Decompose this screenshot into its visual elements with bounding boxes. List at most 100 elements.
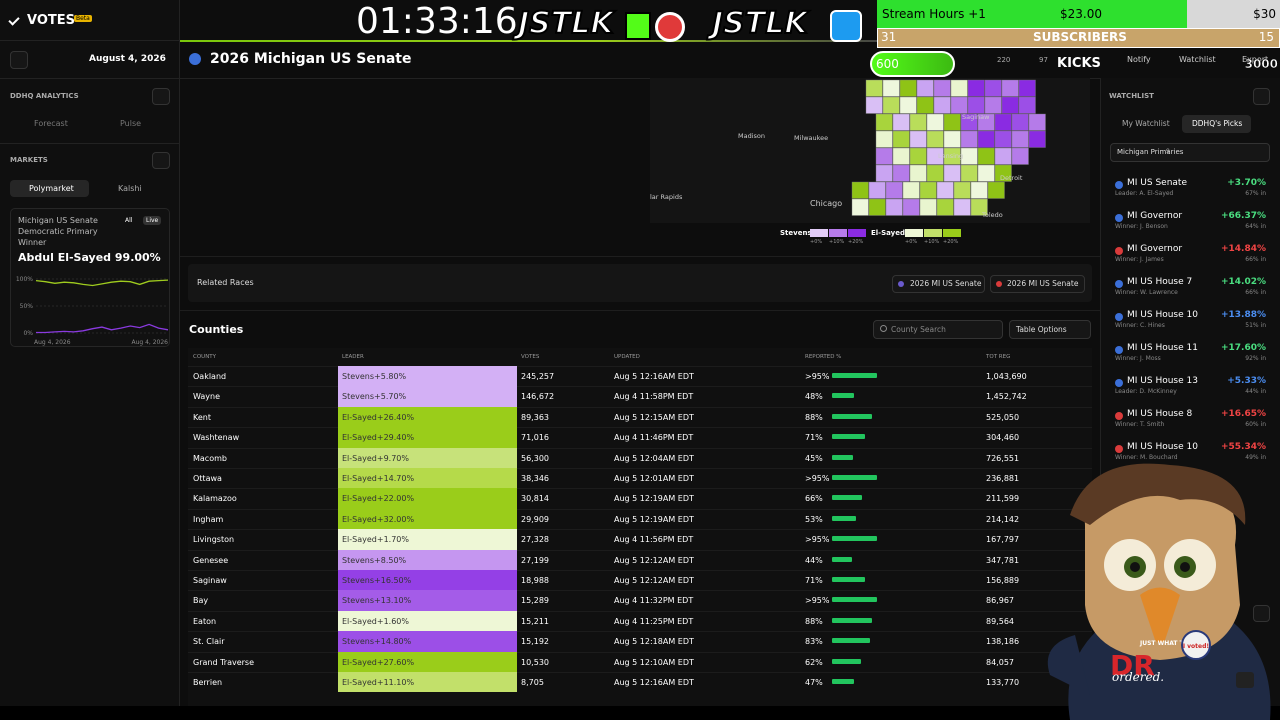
- race-name[interactable]: MI US House 11: [1127, 343, 1198, 353]
- dropdown-label[interactable]: Michigan Primaries: [1117, 148, 1184, 156]
- county-shape: [933, 96, 951, 114]
- race-icon: [898, 281, 904, 287]
- county-shape: [994, 130, 1012, 148]
- race-label[interactable]: 2026 MI US Senate: [910, 279, 982, 288]
- toggle-button[interactable]: [1253, 88, 1270, 105]
- dropdown-count: 9: [1166, 148, 1170, 155]
- column-header[interactable]: COUNTY: [193, 354, 217, 360]
- legend-swatch: [905, 229, 923, 237]
- tab[interactable]: Kalshi: [118, 184, 142, 193]
- updated: Aug 5 12:01AM EDT: [614, 474, 694, 483]
- tab[interactable]: Polymarket: [29, 184, 74, 193]
- back-button[interactable]: [10, 51, 28, 69]
- leader: El-Sayed+29.40%: [342, 433, 415, 443]
- tab[interactable]: Pulse: [120, 119, 142, 128]
- party-icon: [1115, 247, 1123, 255]
- county-name[interactable]: St. Clair: [193, 637, 225, 647]
- race-change: +66.37%: [1220, 211, 1266, 221]
- video-button[interactable]: [1236, 672, 1254, 688]
- tab[interactable]: Forecast: [34, 119, 68, 128]
- county-name[interactable]: Bay: [193, 596, 209, 606]
- race-name[interactable]: MI US House 10: [1127, 442, 1198, 452]
- action[interactable]: Export: [1242, 55, 1269, 64]
- action[interactable]: Watchlist: [1179, 55, 1216, 64]
- updated: Aug 5 12:10AM EDT: [614, 657, 694, 667]
- column-header[interactable]: LEADER: [342, 354, 364, 360]
- options-label[interactable]: Table Options: [1016, 325, 1067, 334]
- race-name[interactable]: MI US Senate: [1127, 178, 1187, 188]
- reported-bar: [832, 454, 853, 460]
- county-shape: [865, 96, 883, 114]
- row-border: [188, 427, 1092, 429]
- county-shape: [950, 96, 968, 114]
- county-shape: [892, 130, 910, 148]
- scroll-button[interactable]: [1253, 605, 1270, 622]
- options-button[interactable]: [1009, 320, 1091, 339]
- race-reported: 49% in: [1245, 454, 1266, 461]
- county-name[interactable]: Washtenaw: [193, 433, 240, 443]
- toggle-button[interactable]: [152, 88, 170, 105]
- leader: El-Sayed+22.00%: [342, 494, 415, 504]
- column-header[interactable]: VOTES: [521, 354, 540, 360]
- legend-name: Stevens: [780, 229, 812, 237]
- race-name[interactable]: MI US House 10: [1127, 310, 1198, 320]
- legend-tick: +0%: [810, 239, 823, 245]
- leader-cell: [338, 529, 517, 550]
- toggle-button[interactable]: [152, 152, 170, 169]
- race-name[interactable]: MI Governor: [1127, 244, 1183, 254]
- subs-left: 31: [881, 30, 897, 44]
- tab[interactable]: My Watchlist: [1122, 119, 1170, 128]
- logo-icon: [830, 10, 862, 42]
- race-sub: Winner: W. Lawrence: [1115, 289, 1178, 296]
- county-shape: [960, 113, 978, 131]
- county-name[interactable]: Kalamazoo: [193, 494, 237, 504]
- goal-fill: [877, 0, 1187, 28]
- filter[interactable]: All: [125, 217, 133, 224]
- dropdown[interactable]: [1110, 143, 1270, 162]
- column-header[interactable]: TOT REG: [986, 354, 1011, 360]
- reported-bar: [832, 393, 855, 399]
- column-header[interactable]: REPORTED %: [805, 354, 842, 360]
- tab-active-bg: [10, 180, 89, 197]
- column-header[interactable]: UPDATED: [614, 354, 640, 360]
- race-name[interactable]: MI US House 13: [1127, 376, 1198, 386]
- race-name[interactable]: MI US House 8: [1127, 409, 1193, 419]
- tot-reg: 133,770: [986, 678, 1020, 687]
- county-name[interactable]: Ottawa: [193, 474, 222, 483]
- county-name[interactable]: Saginaw: [193, 576, 227, 585]
- card-text: Winner: [18, 238, 47, 247]
- section-title: WATCHLIST: [1109, 92, 1154, 100]
- county-shape: [967, 96, 985, 114]
- kicks-label: KICKS: [1057, 56, 1101, 71]
- search-box[interactable]: [873, 320, 1003, 339]
- leader-cell: [338, 508, 517, 530]
- action[interactable]: Notify: [1127, 55, 1151, 64]
- county-shape: [851, 181, 869, 199]
- leader: El-Sayed+11.10%: [342, 678, 415, 687]
- county-name[interactable]: Eaton: [193, 616, 217, 626]
- map-label: Saginaw: [962, 113, 990, 121]
- county-name[interactable]: Genesee: [193, 555, 229, 565]
- filter[interactable]: Live: [143, 216, 162, 225]
- race-button[interactable]: [990, 275, 1085, 293]
- search-placeholder: County Search: [891, 325, 946, 334]
- county-shape: [950, 79, 968, 97]
- county-name[interactable]: Wayne: [193, 392, 221, 402]
- county-name[interactable]: Ingham: [193, 514, 224, 524]
- county-name[interactable]: Kent: [193, 412, 211, 422]
- race-name[interactable]: MI Governor: [1127, 211, 1183, 221]
- county-name[interactable]: Livingston: [193, 535, 235, 545]
- county-name[interactable]: Macomb: [193, 453, 227, 463]
- county-shape: [926, 147, 944, 165]
- county-shape: [970, 198, 988, 216]
- county-name[interactable]: Berrien: [193, 678, 223, 687]
- race-name[interactable]: MI US House 7: [1127, 277, 1193, 287]
- county-name[interactable]: Grand Traverse: [193, 657, 255, 667]
- county-name[interactable]: Oakland: [193, 372, 227, 381]
- county-shape: [953, 198, 971, 216]
- tot-reg: 214,142: [986, 514, 1020, 524]
- votes: 245,257: [521, 372, 555, 381]
- race-label[interactable]: 2026 MI US Senate: [1007, 279, 1079, 288]
- tab[interactable]: DDHQ's Picks: [1192, 119, 1243, 128]
- race-button[interactable]: [892, 275, 985, 293]
